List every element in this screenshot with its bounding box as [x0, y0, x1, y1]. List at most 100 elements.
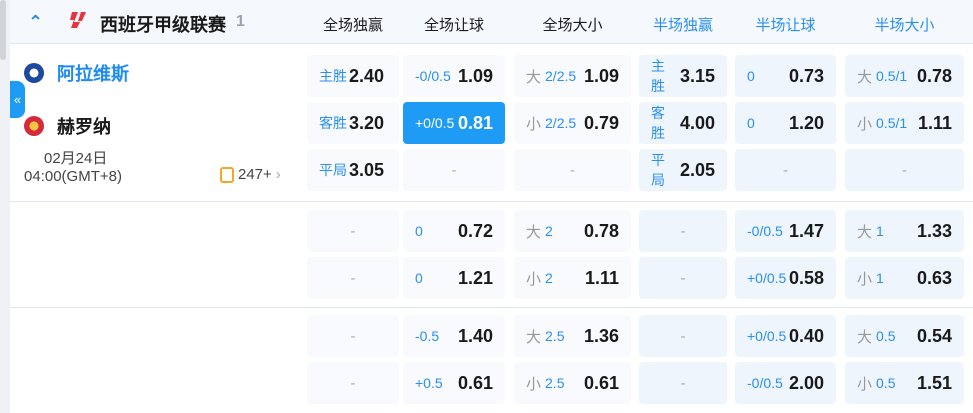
odds-value: 3.15: [679, 65, 715, 86]
odds-cell[interactable]: 大 0.5 0.54: [845, 315, 964, 357]
empty-odds: -: [680, 374, 686, 392]
odds-side: 小: [857, 115, 873, 133]
odds-cell[interactable]: 客胜 4.00: [639, 102, 727, 144]
col-ht-handicap: 半场让球: [755, 17, 816, 34]
match-date: 02月24日: [44, 150, 108, 167]
empty-odds: -: [783, 161, 788, 179]
odds-line: +0.5: [415, 375, 443, 391]
chevron-up-icon[interactable]: ⌃: [28, 12, 44, 32]
odds-value: 1.09: [583, 65, 619, 86]
odds-line: 平局: [651, 152, 665, 188]
odds-cell[interactable]: 主胜 3.15: [639, 55, 727, 97]
match-panel: ⌃ 西班牙甲级联赛 1 全场独赢 全场让球 全场大小 半场独赢 半场让球 半场大…: [10, 0, 973, 413]
match-time: 02月24日 04:00(GMT+8): [24, 150, 122, 186]
odds-cell[interactable]: 大 2/2.5 1.09: [514, 55, 631, 97]
odds-cell[interactable]: -0/0.5 1.09: [403, 55, 505, 97]
odds-value: 0.40: [788, 325, 824, 346]
odds-side: 大: [857, 68, 873, 86]
odds-cell: -: [735, 149, 836, 191]
odds-cell: -: [514, 149, 631, 191]
more-markets-link[interactable]: 247+ ›: [220, 166, 281, 183]
divider: [10, 307, 973, 308]
league-name[interactable]: 西班牙甲级联赛: [100, 15, 226, 35]
odds-cell[interactable]: 大 0.5/1 0.78: [845, 55, 964, 97]
odds-cell[interactable]: 小 0.5 1.51: [845, 362, 964, 404]
odds-value: 0.58: [788, 267, 824, 288]
odds-cell: -: [403, 149, 505, 191]
odds-line: 0.5/1: [876, 115, 908, 131]
odds-line: +0/0.5: [747, 328, 787, 344]
odds-cell[interactable]: -0.5 1.40: [403, 315, 505, 357]
odds-side: 大: [526, 328, 542, 346]
odds-cell[interactable]: +0/0.5 0.81: [403, 102, 505, 144]
odds-cell[interactable]: -0/0.5 1.47: [735, 210, 836, 252]
odds-value: 1.09: [457, 65, 493, 86]
odds-value: 2.00: [788, 372, 824, 393]
odds-line: -0/0.5: [747, 375, 783, 391]
odds-cell[interactable]: 小 2.5 0.61: [514, 362, 631, 404]
empty-odds: -: [680, 327, 686, 345]
home-team-name: 阿拉维斯: [57, 64, 129, 84]
odds-value: 1.51: [916, 372, 952, 393]
odds-cell[interactable]: 主胜 2.40: [307, 55, 399, 97]
odds-value: 1.40: [457, 325, 493, 346]
odds-cell[interactable]: 0 0.73: [735, 55, 836, 97]
odds-cell: -: [307, 315, 399, 357]
odds-side: 大: [526, 68, 542, 86]
empty-odds: -: [680, 222, 686, 240]
odds-cell[interactable]: 平局 3.05: [307, 149, 399, 191]
col-ft-overunder: 全场大小: [542, 17, 603, 34]
odds-cell[interactable]: 小 2 1.11: [514, 257, 631, 299]
odds-cell[interactable]: 0 0.72: [403, 210, 505, 252]
odds-cell[interactable]: 0 1.21: [403, 257, 505, 299]
match-count: 1: [236, 13, 245, 30]
empty-odds: -: [451, 161, 457, 179]
odds-cell: -: [639, 210, 727, 252]
odds-value: 1.33: [916, 220, 952, 241]
away-team[interactable]: 赫罗纳: [24, 113, 111, 139]
odds-cell[interactable]: 0 1.20: [735, 102, 836, 144]
odds-cell: -: [639, 257, 727, 299]
odds-cell[interactable]: 大 2.5 1.36: [514, 315, 631, 357]
odds-cell[interactable]: 大 1 1.33: [845, 210, 964, 252]
odds-side: 大: [857, 223, 873, 241]
away-team-name: 赫罗纳: [57, 117, 111, 137]
collapse-sidebar-button[interactable]: «: [10, 81, 25, 118]
odds-value: 0.73: [788, 65, 824, 86]
league-header: ⌃ 西班牙甲级联赛 1 全场独赢 全场让球 全场大小 半场独赢 半场让球 半场大…: [10, 0, 973, 44]
divider: [10, 201, 973, 202]
odds-value: 0.78: [583, 220, 619, 241]
odds-cell[interactable]: 平局 2.05: [639, 149, 727, 191]
odds-value: 1.20: [788, 112, 824, 133]
odds-cell[interactable]: 小 2/2.5 0.79: [514, 102, 631, 144]
odds-cell[interactable]: 小 1 0.63: [845, 257, 964, 299]
odds-value: 0.78: [916, 65, 952, 86]
col-ht-1x2: 半场独赢: [652, 17, 713, 34]
home-team[interactable]: 阿拉维斯: [24, 60, 129, 86]
odds-cell[interactable]: 客胜 3.20: [307, 102, 399, 144]
odds-line: 2.5: [545, 328, 565, 344]
odds-cell[interactable]: +0/0.5 0.58: [735, 257, 836, 299]
match-kickoff: 04:00(GMT+8): [24, 168, 122, 185]
empty-odds: -: [350, 222, 356, 240]
odds-cell[interactable]: 小 0.5/1 1.11: [845, 102, 964, 144]
odds-line: 1: [876, 270, 884, 286]
odds-side: 小: [857, 270, 873, 288]
odds-cell[interactable]: +0/0.5 0.40: [735, 315, 836, 357]
market-list-icon: [220, 166, 234, 183]
page-scrollbar[interactable]: [0, 0, 6, 60]
empty-odds: -: [350, 269, 356, 287]
empty-odds: -: [570, 161, 575, 179]
odds-line: 平局: [319, 162, 347, 178]
odds-line: 2/2.5: [545, 115, 577, 131]
odds-line: 主胜: [651, 58, 665, 94]
alaves-badge-icon: [24, 63, 44, 83]
odds-value: 1.21: [457, 267, 493, 288]
col-ft-handicap: 全场让球: [423, 17, 484, 34]
odds-line: -0/0.5: [415, 68, 451, 84]
odds-cell[interactable]: -0/0.5 2.00: [735, 362, 836, 404]
odds-cell[interactable]: 大 2 0.78: [514, 210, 631, 252]
laliga-logo-icon: [70, 12, 86, 28]
odds-line: -0/0.5: [747, 223, 783, 239]
odds-cell[interactable]: +0.5 0.61: [403, 362, 505, 404]
